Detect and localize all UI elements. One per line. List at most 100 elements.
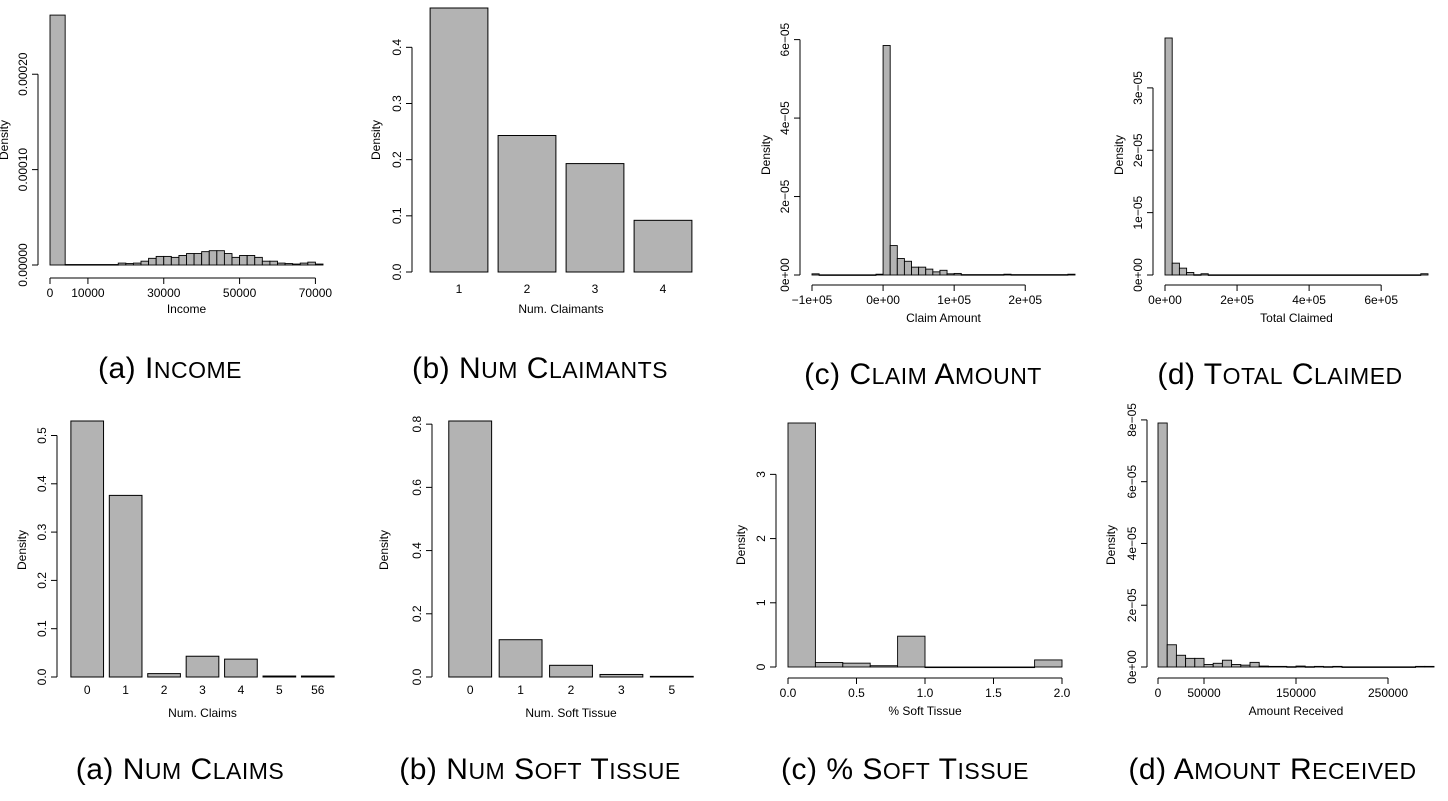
y-tick-label: 1 [754, 599, 768, 606]
caption-text: % SOFT TISSUE [826, 753, 1030, 786]
caption-text: TOTAL CLAIMED [1203, 358, 1403, 391]
x-tick-label: 10000 [71, 286, 105, 300]
x-tick-label: 0 [467, 683, 474, 697]
claim-amount-plot: −1e+05 0e+00 1e+05 2e+050e+002e−054e−056e−0… [759, 22, 1076, 325]
x-axis-label: Num. Claims [168, 706, 237, 720]
histogram-bar [49, 14, 66, 266]
histogram-bar [1194, 657, 1205, 668]
x-axis-label: Amount Received [1249, 704, 1344, 718]
histogram-bar [1286, 666, 1297, 668]
histogram-bar [1313, 665, 1325, 668]
x-tick-label: 3 [618, 683, 625, 697]
x-tick-label: 0e+00 [1148, 293, 1182, 307]
x-tick-label: 50000 [1187, 686, 1221, 700]
x-tick-label: 1 [517, 683, 524, 697]
y-tick-label: 0.2 [35, 572, 49, 589]
y-tick-label: 0.1 [35, 620, 49, 637]
y-tick-label: 0.1 [390, 207, 404, 224]
histogram-bar [1164, 37, 1173, 276]
y-axis-label: Density [15, 530, 29, 570]
x-tick-label: 0 [1155, 686, 1162, 700]
histogram-bar [307, 261, 316, 266]
x-tick-label: 1 [456, 282, 463, 296]
histogram-bar [1034, 659, 1063, 668]
histogram-bar [1304, 666, 1315, 668]
bar [224, 658, 258, 678]
histogram-bar [1178, 267, 1188, 276]
caption-num-soft-tissue: (b) NUM SOFT TISSUE [399, 753, 681, 786]
histogram-bar [1067, 273, 1076, 276]
histogram-bar [314, 263, 324, 266]
x-tick-label: 5 [276, 683, 283, 697]
histogram-bar [1231, 664, 1242, 668]
y-axis-label: Density [377, 530, 391, 570]
x-tick-label: 1 [122, 683, 129, 697]
x-tick-label: 6e+05 [1364, 293, 1398, 307]
y-tick-label: 0.00010 [16, 148, 30, 192]
caption-pct-soft-tissue: (c) % SOFT TISSUE [780, 753, 1030, 786]
x-tick-label: 1.5 [985, 686, 1002, 700]
bar [599, 673, 644, 678]
income-plot: 0 10000 30000 50000 70000 0.00000 0.00010 0.000… [0, 14, 332, 316]
x-tick-label: 0.5 [848, 686, 865, 700]
bar [147, 673, 181, 678]
bar [497, 135, 557, 273]
caption-text: NUM CLAIMS [122, 753, 285, 786]
caption-claim-amount: (c) CLAIM AMOUNT [804, 358, 1042, 391]
y-axis-label: Density [1112, 135, 1126, 175]
num-soft-tissue-plot: 0 1 2 3 5 0.0 0.2 0.4 0.6 0.8 Num. Soft Tissue Dens… [377, 415, 694, 720]
y-tick-label: 3e−05 [1131, 71, 1145, 105]
y-tick-label: 0.4 [410, 542, 424, 559]
histogram-bar [842, 662, 871, 668]
caption-text: NUM CLAIMANTS [459, 352, 668, 385]
y-tick-label: 2e−05 [778, 179, 792, 213]
histogram-bar [1424, 665, 1435, 668]
num-claimants-plot: 1 2 3 4 0.0 0.1 0.2 0.3 0.4 Num. Claimants Density [369, 7, 693, 316]
y-tick-label: 0.2 [410, 605, 424, 622]
y-tick-label: 0.3 [390, 95, 404, 112]
bar [70, 420, 105, 678]
y-axis-label: Density [369, 120, 383, 160]
y-tick-label: 4e−05 [778, 101, 792, 135]
histogram-bar [1240, 664, 1251, 668]
x-tick-label: 4 [238, 683, 245, 697]
x-tick-label: 2e+05 [1008, 293, 1042, 307]
bar [429, 7, 489, 273]
caption-text: AMOUNT RECEIVED [1173, 753, 1417, 786]
x-tick-label: 3 [199, 683, 206, 697]
bar [633, 219, 693, 273]
histogram-bar [787, 422, 816, 668]
histogram-bar [1323, 666, 1334, 668]
histogram-bar [1175, 654, 1187, 668]
y-tick-label: 0e+00 [1125, 650, 1139, 684]
x-tick-label: 2 [161, 683, 168, 697]
y-axis-label: Density [1104, 525, 1118, 565]
y-tick-label: 3 [754, 471, 768, 478]
y-axis-label: Density [759, 135, 773, 175]
x-tick-label: 0.0 [780, 686, 797, 700]
y-tick-label: 0.3 [35, 523, 49, 540]
histogram-bar [1258, 665, 1269, 668]
histogram-bar [1295, 665, 1306, 668]
x-tick-label: 2e+05 [1220, 293, 1254, 307]
y-tick-label: 0.6 [410, 479, 424, 496]
bar [185, 655, 220, 678]
histogram-bar [1185, 657, 1196, 668]
y-tick-label: 0.5 [35, 427, 49, 444]
y-tick-label: 1e−05 [1131, 195, 1145, 229]
histogram-bar [1221, 659, 1233, 668]
histogram-bar [1186, 272, 1195, 276]
caption-text: INCOME [145, 352, 242, 385]
x-axis-label: % Soft Tissue [888, 704, 962, 718]
y-tick-label: 0.0 [410, 668, 424, 685]
y-tick-label: 2e−05 [1125, 588, 1139, 622]
histogram-bar [1212, 662, 1223, 668]
y-axis-label: Density [0, 120, 11, 160]
x-axis-label: Income [167, 302, 207, 316]
bar [649, 675, 694, 678]
y-tick-label: 0.4 [390, 39, 404, 56]
histogram-bar [882, 45, 891, 276]
